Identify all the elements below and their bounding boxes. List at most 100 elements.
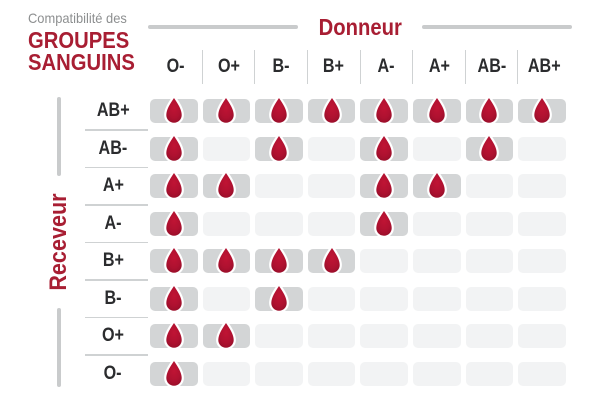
blood-drop-icon — [321, 94, 342, 125]
compat-cell-B--O- — [150, 281, 198, 313]
recipient-header-label: O- — [104, 362, 122, 384]
compat-cell-O--O+ — [202, 361, 251, 386]
compat-cell-AB+-O+ — [202, 94, 251, 125]
recipient-header-label: B+ — [102, 250, 124, 271]
blood-drop-icon — [269, 94, 289, 125]
compat-cell-B+-A+ — [412, 249, 461, 273]
donor-column-headers: O- O+ B- B+ A- A+ AB- AB+ — [150, 50, 571, 84]
compat-cell-B+-O- — [150, 244, 198, 275]
compat-cell-O+-O+ — [202, 319, 251, 350]
blood-drop-icon — [163, 244, 184, 275]
compat-cell-A+-O- — [150, 169, 198, 200]
blood-drop-icon — [163, 169, 184, 200]
recipient-axis-label: Receveur — [45, 193, 72, 291]
compat-cell-O+-O- — [150, 319, 198, 350]
recipient-axis-line-top — [56, 97, 62, 176]
compat-cell-A+-B+ — [307, 174, 356, 198]
compatibility-grid — [150, 94, 566, 388]
donor-header-AB-: AB- — [466, 50, 519, 84]
recipient-header-B+: B+ — [78, 249, 148, 281]
recipient-header-B-: B- — [78, 287, 148, 318]
compat-cell-A+-B- — [255, 174, 303, 198]
compat-cell-A--B- — [255, 211, 303, 236]
compat-cell-AB+-B- — [255, 94, 303, 125]
blood-drop-icon — [216, 169, 237, 200]
compat-cell-AB+-O- — [150, 94, 198, 125]
compat-cell-A+-A- — [360, 169, 408, 200]
chart-title-line2: SANGUINS — [28, 49, 135, 75]
blood-drop-icon — [479, 131, 500, 163]
blood-drop-icon — [374, 131, 395, 163]
compat-cell-A--A- — [360, 206, 408, 238]
blood-drop-icon — [479, 94, 500, 125]
donor-header-A-: A- — [361, 50, 414, 84]
compat-cell-B--B- — [255, 281, 303, 313]
blood-drop-icon — [163, 206, 184, 238]
compat-cell-O+-AB- — [465, 324, 514, 348]
blood-drop-icon — [374, 206, 395, 238]
compat-cell-AB--B- — [255, 131, 303, 163]
compat-cell-B--AB- — [465, 286, 514, 311]
blood-drop-icon — [163, 319, 184, 350]
recipient-header-AB-: AB- — [78, 137, 148, 168]
compat-cell-O--AB+ — [518, 361, 566, 386]
donor-header-label: A- — [377, 56, 395, 77]
donor-axis-label: Donneur — [318, 13, 402, 40]
recipient-header-AB+: AB+ — [78, 99, 148, 131]
donor-header-AB+: AB+ — [518, 50, 571, 84]
recipient-header-O-: O- — [78, 362, 148, 386]
recipient-header-A-: A- — [78, 212, 148, 243]
donor-header-label: B- — [272, 56, 290, 77]
compat-cell-B--O+ — [202, 286, 251, 311]
recipient-axis-header: Receveur — [45, 97, 72, 388]
donor-header-label: A+ — [428, 56, 450, 77]
blood-drop-icon — [426, 169, 447, 200]
blood-drop-icon — [163, 281, 184, 313]
recipient-axis-line-bottom — [56, 308, 62, 388]
donor-axis-header: Donneur — [148, 13, 572, 40]
blood-drop-icon — [532, 94, 552, 125]
compat-cell-A+-AB- — [465, 174, 514, 198]
blood-drop-icon — [269, 131, 289, 163]
blood-drop-icon — [321, 244, 342, 275]
blood-drop-icon — [163, 356, 184, 388]
compat-cell-A--O- — [150, 206, 198, 238]
compat-cell-AB+-AB- — [465, 94, 514, 125]
compat-cell-A--O+ — [202, 211, 251, 236]
blood-drop-icon — [426, 94, 447, 125]
donor-header-O-: O- — [150, 50, 203, 84]
compat-cell-AB+-A- — [360, 94, 408, 125]
compat-cell-A+-A+ — [412, 169, 461, 200]
donor-header-label: AB- — [477, 56, 506, 77]
compat-cell-AB--AB- — [465, 131, 514, 163]
recipient-header-label: O+ — [102, 325, 124, 346]
donor-header-O+: O+ — [203, 50, 256, 84]
compat-cell-A+-O+ — [202, 169, 251, 200]
chart-title: Compatibilité des GROUPES SANGUINS — [28, 10, 149, 75]
blood-drop-icon — [163, 94, 184, 125]
chart-title-eyebrow: Compatibilité des — [28, 10, 127, 26]
blood-drop-icon — [216, 244, 237, 275]
compat-cell-O--B+ — [307, 361, 356, 386]
compat-cell-A--AB- — [465, 211, 514, 236]
blood-drop-icon — [374, 94, 395, 125]
compat-cell-AB+-A+ — [412, 94, 461, 125]
recipient-header-O+: O+ — [78, 324, 148, 356]
donor-header-label: O+ — [217, 56, 240, 77]
recipient-row-headers: AB+ AB- A+ A- B+ B- O+ O- — [78, 99, 148, 386]
compat-cell-B--A+ — [412, 286, 461, 311]
donor-header-label: B+ — [323, 56, 345, 77]
recipient-header-label: AB- — [98, 137, 128, 159]
compat-cell-O--A- — [360, 361, 408, 386]
compat-cell-O+-AB+ — [518, 324, 566, 348]
compat-cell-B--B+ — [307, 286, 356, 311]
compat-cell-O+-A+ — [412, 324, 461, 348]
compat-cell-AB--AB+ — [518, 136, 566, 161]
compat-cell-B+-B- — [255, 244, 303, 275]
recipient-header-label: A+ — [102, 175, 124, 196]
donor-header-A+: A+ — [413, 50, 466, 84]
blood-drop-icon — [269, 244, 289, 275]
compat-cell-B+-AB- — [465, 249, 514, 273]
donor-header-B+: B+ — [308, 50, 361, 84]
